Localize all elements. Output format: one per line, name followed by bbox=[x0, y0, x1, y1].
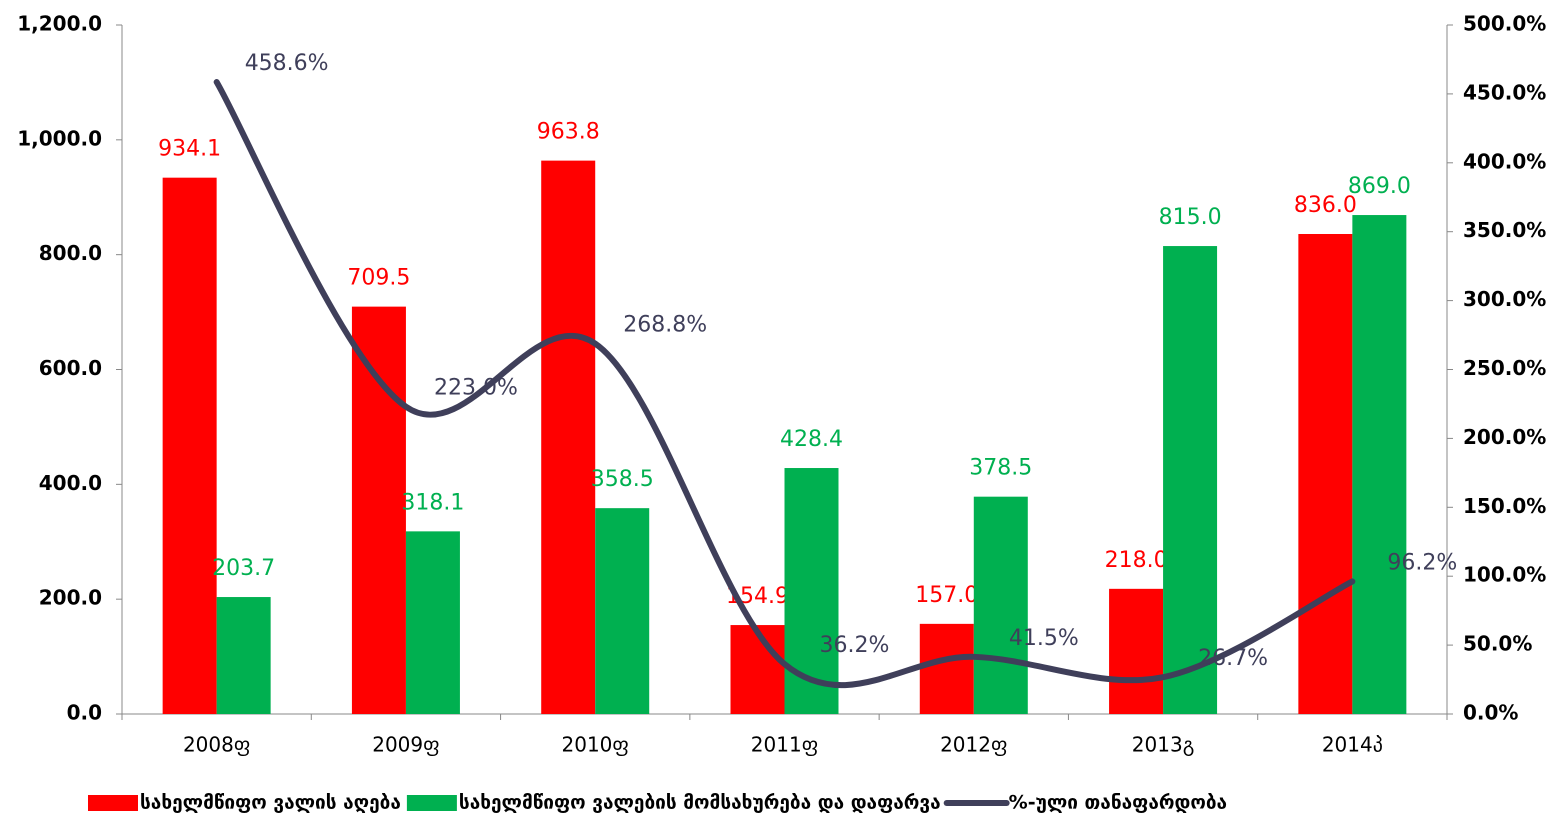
bar bbox=[541, 160, 596, 714]
y2-tick-label: 100.0% bbox=[1463, 563, 1546, 587]
bar bbox=[162, 177, 217, 715]
line-value-label: 96.2% bbox=[1387, 550, 1457, 575]
bar-value-label: 318.1 bbox=[401, 490, 464, 515]
bar-value-label: 218.0 bbox=[1105, 548, 1168, 573]
bar-value-label: 709.5 bbox=[347, 266, 410, 291]
y-tick-label: 1,000.0 bbox=[17, 126, 102, 150]
y2-tick-label: 500.0% bbox=[1463, 12, 1546, 36]
bar-value-label: 378.5 bbox=[969, 456, 1032, 481]
legend-swatch bbox=[88, 795, 138, 811]
y2-tick-label: 300.0% bbox=[1463, 287, 1546, 311]
legend-swatch bbox=[406, 795, 457, 811]
bar bbox=[405, 531, 460, 714]
y-tick-label: 600.0 bbox=[39, 356, 102, 380]
bar bbox=[730, 625, 785, 714]
x-tick-label: 2013გ bbox=[1132, 733, 1195, 757]
y2-tick-label: 0.0% bbox=[1463, 701, 1518, 725]
bar-value-label: 203.7 bbox=[212, 556, 275, 581]
bar bbox=[1298, 233, 1353, 714]
line-value-label: 458.6% bbox=[245, 51, 329, 76]
bar bbox=[351, 306, 406, 714]
legend-label: %-ული თანაფარდობა bbox=[1009, 792, 1227, 814]
line-value-label: 26.7% bbox=[1198, 646, 1268, 671]
bar bbox=[973, 496, 1028, 714]
bar bbox=[1109, 588, 1164, 714]
legend-label: სახელმწიფო ვალების მომსახურება და დაფარვ… bbox=[459, 792, 941, 814]
y2-tick-label: 150.0% bbox=[1463, 494, 1546, 518]
y2-tick-label: 200.0% bbox=[1463, 425, 1546, 449]
bar bbox=[216, 597, 271, 714]
x-tick-label: 2010ფ bbox=[562, 733, 629, 757]
y2-tick-label: 50.0% bbox=[1463, 632, 1532, 656]
y-tick-label: 0.0 bbox=[67, 701, 102, 725]
bar-value-label: 157.0 bbox=[915, 583, 978, 608]
x-tick-label: 2008ფ bbox=[183, 733, 250, 757]
bar-value-label: 428.4 bbox=[780, 427, 843, 452]
line-value-label: 223.0% bbox=[434, 376, 518, 401]
line-value-label: 36.2% bbox=[820, 633, 890, 658]
bar bbox=[1352, 215, 1407, 714]
bar bbox=[1163, 246, 1218, 714]
y-tick-label: 800.0 bbox=[39, 241, 102, 265]
bar-value-label: 869.0 bbox=[1348, 174, 1411, 199]
x-tick-label: 2011ფ bbox=[751, 733, 818, 757]
bar bbox=[595, 508, 650, 714]
bar-value-label: 963.8 bbox=[537, 120, 600, 145]
line-value-label: 41.5% bbox=[1009, 626, 1079, 651]
x-tick-label: 2014პ bbox=[1322, 733, 1383, 757]
bar-value-label: 934.1 bbox=[158, 137, 221, 162]
y2-tick-label: 450.0% bbox=[1463, 80, 1546, 104]
y2-tick-label: 250.0% bbox=[1463, 356, 1546, 380]
legend-label: სახელმწიფო ვალის აღება bbox=[140, 792, 401, 814]
bar-value-label: 836.0 bbox=[1294, 193, 1357, 218]
bar bbox=[919, 623, 974, 714]
y-tick-label: 200.0 bbox=[39, 586, 102, 610]
x-tick-label: 2009ფ bbox=[372, 733, 439, 757]
y2-tick-label: 400.0% bbox=[1463, 149, 1546, 173]
y-tick-label: 400.0 bbox=[39, 471, 102, 495]
line bbox=[213, 79, 1356, 689]
y-tick-label: 1,200.0 bbox=[17, 12, 102, 36]
x-tick-label: 2012ფ bbox=[940, 733, 1007, 757]
y2-tick-label: 350.0% bbox=[1463, 218, 1546, 242]
line-value-label: 268.8% bbox=[623, 313, 707, 338]
bar-value-label: 815.0 bbox=[1159, 205, 1222, 230]
bar-value-label: 358.5 bbox=[591, 467, 654, 492]
